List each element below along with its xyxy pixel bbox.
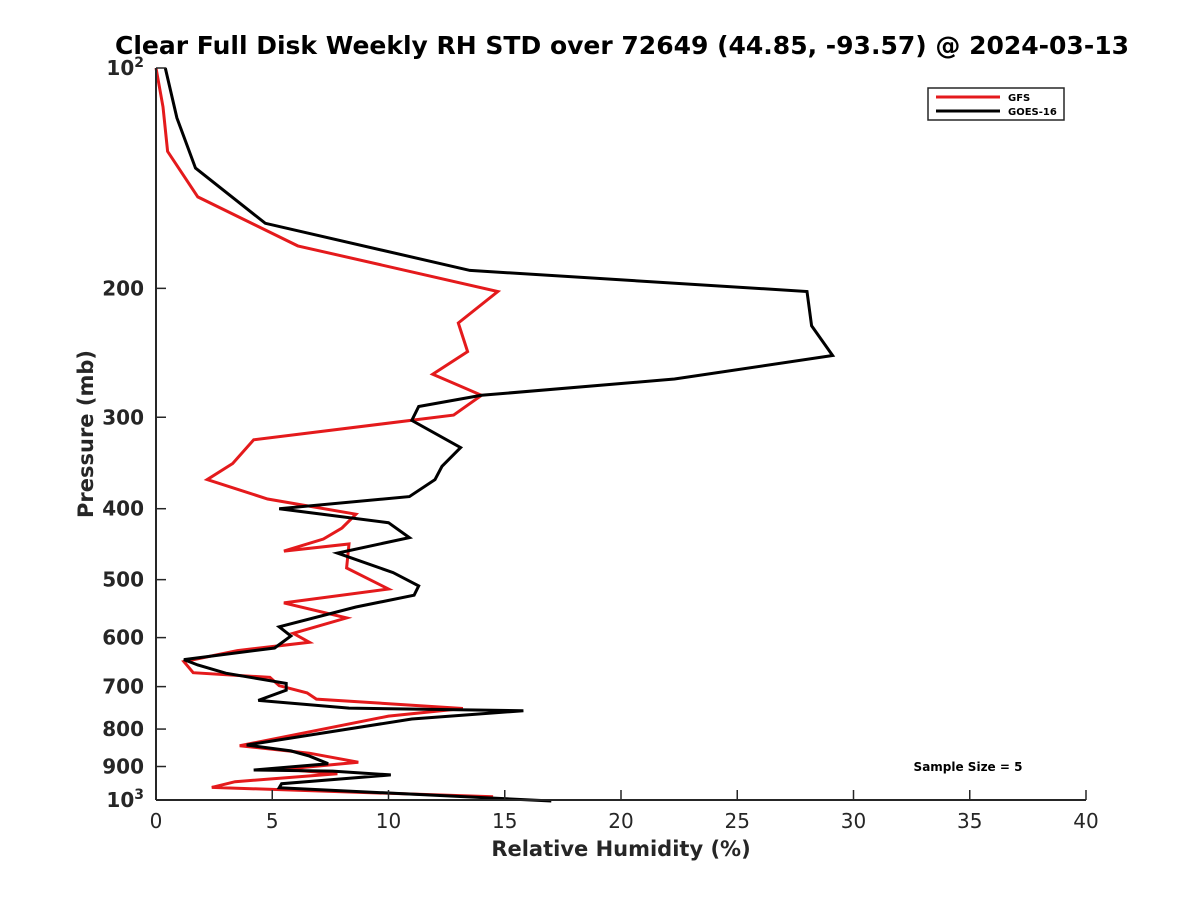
- sample-size-annotation: Sample Size = 5: [914, 760, 1023, 774]
- legend-box: [927, 87, 1065, 121]
- chart-title: Clear Full Disk Weekly RH STD over 72649…: [115, 31, 1129, 60]
- y-tick-label: 300: [102, 405, 144, 429]
- y-tick-label: 600: [102, 626, 144, 650]
- x-tick-label: 10: [376, 809, 401, 833]
- x-tick-label: 40: [1073, 809, 1098, 833]
- legend-label-goes16: GOES-16: [1008, 107, 1057, 118]
- y-tick-label: 800: [102, 717, 144, 741]
- y-axis-label: Pressure (mb): [74, 350, 98, 518]
- legend-label-gfs: GFS: [1008, 93, 1030, 104]
- x-tick-label: 35: [957, 809, 982, 833]
- x-tick-label: 30: [841, 809, 866, 833]
- y-tick-label: 102: [106, 55, 144, 80]
- x-tick-label: 25: [725, 809, 750, 833]
- y-ticks: 102 200 300 400 500 600 700 800 900 103: [102, 55, 166, 812]
- series-line-goes16: [163, 67, 836, 803]
- axes: 0 5 10 15 20 25 30 35 40 102 200 300 400 500 600 700 80…: [102, 55, 1098, 833]
- y-tick-label: 103: [106, 787, 144, 812]
- y-tick-label: 900: [102, 755, 144, 779]
- x-ticks: 0 5 10 15 20 25 30 35 40: [150, 790, 1099, 833]
- y-tick-label: 400: [102, 497, 144, 521]
- y-tick-label: 200: [102, 276, 144, 300]
- x-tick-label: 15: [492, 809, 517, 833]
- plot-area: [154, 67, 836, 803]
- series-line-gfs: [154, 67, 502, 799]
- legend: GFS GOES-16: [927, 87, 1065, 121]
- y-tick-label: 700: [102, 675, 144, 699]
- x-tick-label: 0: [150, 809, 163, 833]
- x-tick-label: 20: [608, 809, 633, 833]
- x-tick-label: 5: [266, 809, 279, 833]
- x-axis-label: Relative Humidity (%): [491, 837, 750, 861]
- y-tick-label: 500: [102, 568, 144, 592]
